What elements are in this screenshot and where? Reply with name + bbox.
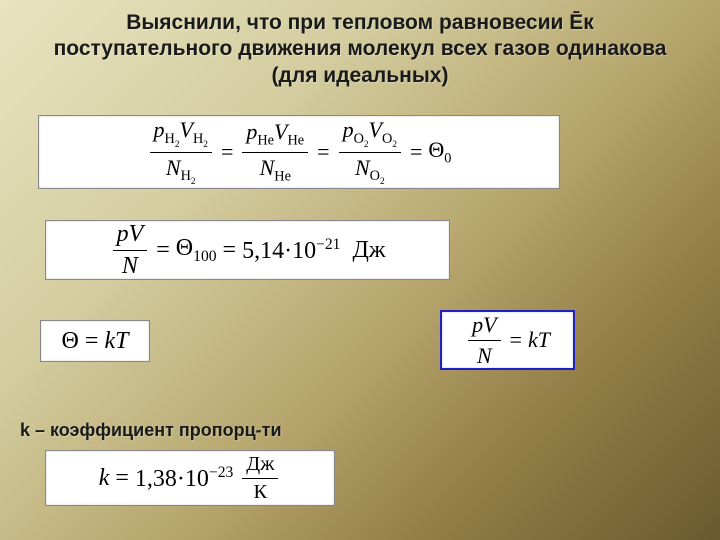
formula-theta-kt: Θ = kT [40,320,150,362]
formula-theta100-value: pV N = Θ100 = 5,14·10−21 Дж [45,220,450,280]
formula-equal-theta0: pH2VH2 NH2 = pHeVHe NHe = pO2VO2 NO2 = Θ… [38,115,560,189]
formula-boltzmann-constant: k = 1,38·10−23 Дж К [45,450,335,506]
page-title: Выяснили, что при тепловом равновесии Ēк… [0,0,720,89]
caption-k-coefficient: k – коэффициент пропорц-ти [20,420,282,441]
formula-pv-n-kt-boxed: pV N = kT [440,310,575,370]
